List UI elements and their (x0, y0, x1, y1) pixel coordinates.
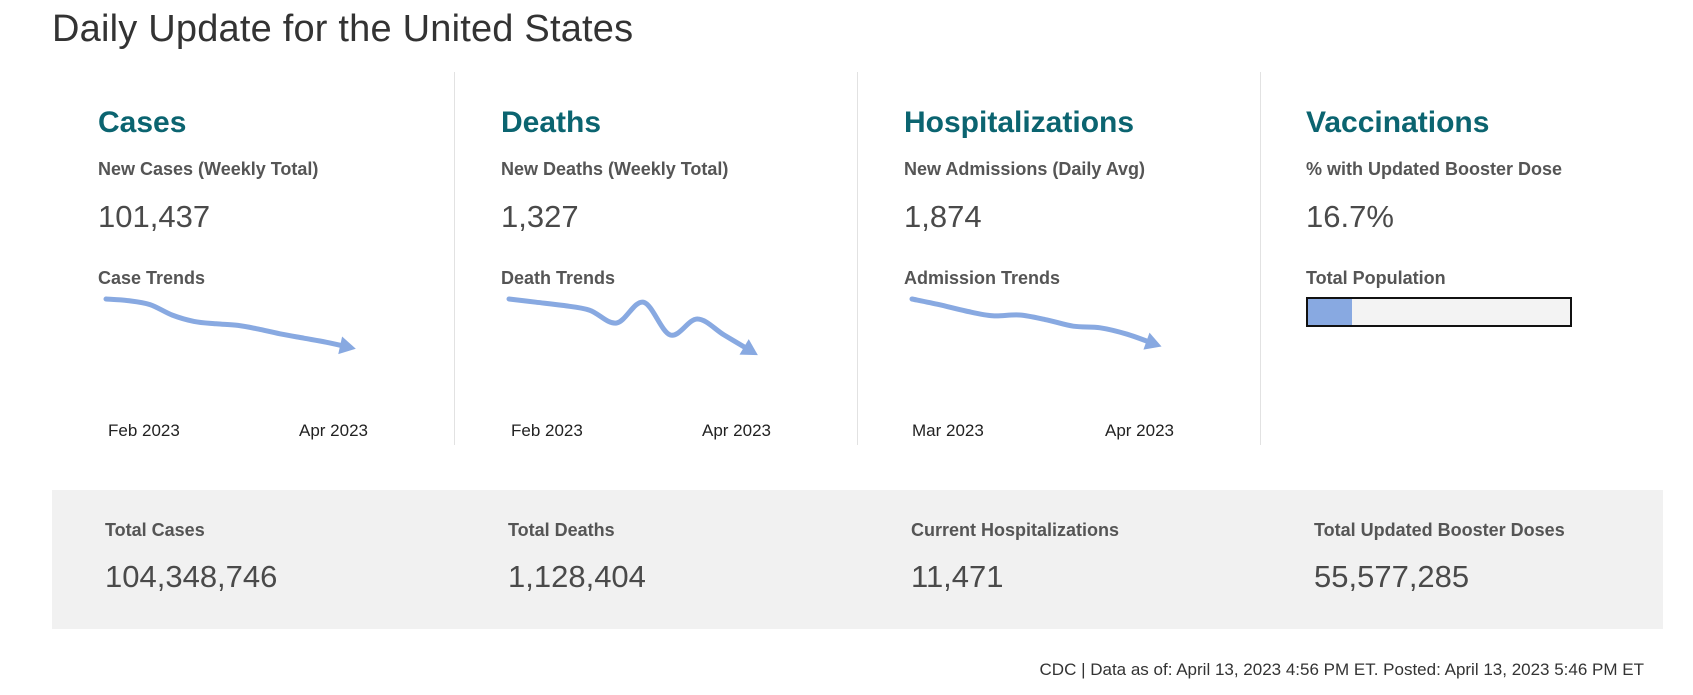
metric-label: New Cases (Weekly Total) (98, 159, 319, 179)
summary-current-hospitalizations: Current Hospitalizations 11,471 (911, 520, 1119, 595)
stat-value: 104,348,746 (105, 559, 278, 594)
progress-label: Total Population (1306, 268, 1446, 288)
column-divider (857, 72, 858, 445)
vaccinations-section: Vaccinations % with Updated Booster Dose… (1306, 100, 1666, 327)
x-tick-label: Apr 2023 (1105, 421, 1174, 440)
section-heading: Vaccinations (1306, 106, 1490, 139)
section-heading: Deaths (501, 106, 602, 139)
stat-label: Total Deaths (508, 520, 615, 540)
metric-label: New Admissions (Daily Avg) (904, 159, 1146, 179)
page-title: Daily Update for the United States (52, 8, 634, 50)
death-trend-sparkline (506, 296, 758, 356)
trend-label: Case Trends (98, 268, 206, 288)
summary-total-deaths: Total Deaths 1,128,404 (508, 520, 646, 595)
x-tick-label: Mar 2023 (912, 421, 984, 440)
metric-value: 1,327 (501, 199, 579, 234)
trend-line (103, 296, 351, 350)
trend-arrowhead (1143, 332, 1162, 350)
admission-trend-sparkline (909, 296, 1162, 350)
stat-value: 55,577,285 (1314, 559, 1470, 594)
x-tick-label: Feb 2023 (511, 421, 583, 440)
metric-value: 1,874 (904, 199, 982, 234)
section-heading: Cases (98, 106, 187, 139)
trend-arrowhead (338, 336, 356, 355)
stat-value: 11,471 (911, 559, 1004, 594)
trend-label: Death Trends (501, 268, 616, 288)
summary-total-cases: Total Cases 104,348,746 (105, 520, 277, 595)
metric-label: New Deaths (Weekly Total) (501, 159, 729, 179)
column-divider (454, 72, 455, 445)
metric-label: % with Updated Booster Dose (1306, 159, 1563, 179)
stat-label: Total Updated Booster Doses (1314, 520, 1565, 540)
x-tick-label: Apr 2023 (299, 421, 368, 440)
case-trend-sparkline (103, 296, 356, 355)
trend-arrowhead (739, 339, 758, 356)
section-heading: Hospitalizations (904, 106, 1135, 139)
metric-value: 16.7% (1306, 199, 1394, 234)
data-source-footer: CDC | Data as of: April 13, 2023 4:56 PM… (1039, 660, 1644, 679)
trend-label: Admission Trends (904, 268, 1061, 288)
stat-value: 1,128,404 (508, 559, 646, 594)
cases-section: Cases New Cases (Weekly Total) 101,437 C… (98, 100, 458, 440)
trend-line (909, 296, 1157, 347)
x-tick-label: Feb 2023 (108, 421, 180, 440)
booster-progress-bar (1306, 297, 1572, 327)
progress-fill (1308, 299, 1352, 325)
column-divider (1260, 72, 1261, 445)
stat-label: Total Cases (105, 520, 205, 540)
stat-label: Current Hospitalizations (911, 520, 1120, 540)
hospitalizations-section: Hospitalizations New Admissions (Daily A… (904, 100, 1264, 440)
metric-value: 101,437 (98, 199, 211, 234)
deaths-section: Deaths New Deaths (Weekly Total) 1,327 D… (501, 100, 861, 440)
trend-line (506, 296, 754, 354)
summary-panel: Total Cases 104,348,746 Total Deaths 1,1… (52, 490, 1663, 629)
summary-total-booster-doses: Total Updated Booster Doses 55,577,285 (1314, 520, 1565, 595)
x-tick-label: Apr 2023 (702, 421, 771, 440)
